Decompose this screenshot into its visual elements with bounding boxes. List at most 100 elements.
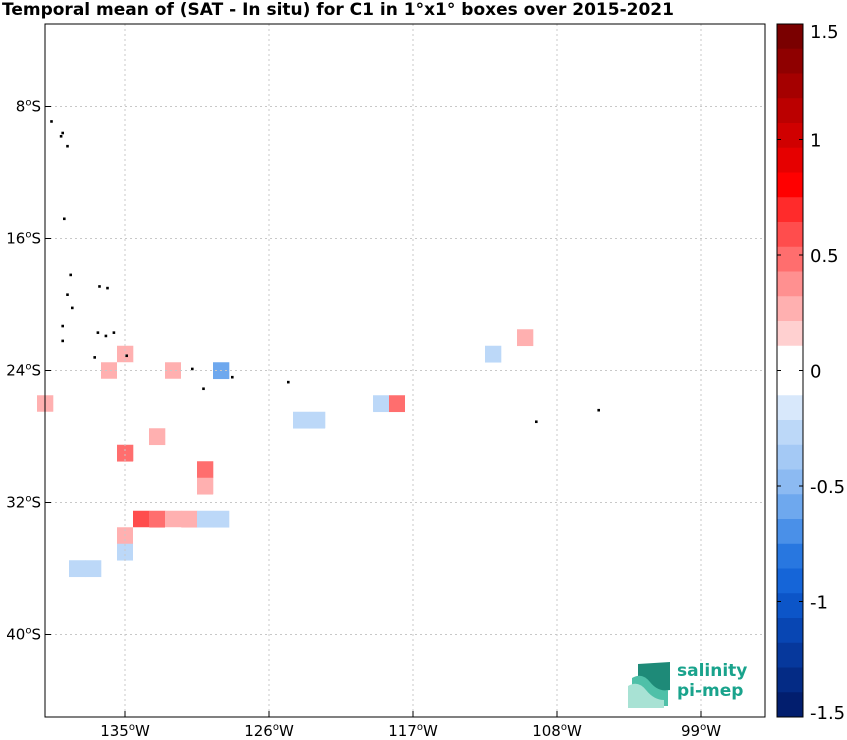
grid-cell bbox=[245, 312, 262, 330]
logo-text-salinity: salinity bbox=[677, 661, 748, 681]
grid-cell bbox=[293, 411, 310, 429]
island-marker bbox=[125, 354, 128, 358]
colorbar-segment bbox=[777, 692, 803, 718]
x-tick-label: 99oW bbox=[681, 722, 721, 740]
grid-cell bbox=[165, 510, 182, 528]
grid-cell bbox=[309, 378, 326, 396]
grid-cell bbox=[661, 213, 678, 231]
colorbar-segment bbox=[777, 296, 803, 322]
grid-cell bbox=[373, 395, 390, 413]
grid-cell bbox=[309, 411, 326, 429]
colorbar-segment bbox=[777, 48, 803, 74]
grid-cell bbox=[277, 477, 294, 495]
grid-cell bbox=[645, 114, 662, 132]
island-marker bbox=[112, 331, 116, 334]
island-marker bbox=[287, 380, 290, 384]
grid-cell bbox=[213, 510, 230, 528]
colorbar-tick-label: 0 bbox=[810, 362, 821, 383]
grid-cell bbox=[437, 279, 454, 297]
colorbar-ticks: 1.5 1 0.5 0 -0.5 -1 -1.5 bbox=[777, 22, 845, 724]
colorbar-segment bbox=[777, 444, 803, 470]
colorbar-segment bbox=[777, 197, 803, 223]
grid-cell bbox=[293, 444, 310, 462]
grid-cell bbox=[213, 345, 230, 363]
grid-cell bbox=[117, 444, 134, 462]
grid-cell bbox=[197, 345, 214, 363]
colorbar-tick-label: -0.5 bbox=[810, 477, 845, 498]
colorbar-tick-label: 1.5 bbox=[810, 22, 839, 43]
grid-cell bbox=[341, 428, 358, 446]
grid-cell bbox=[293, 378, 310, 396]
colorbar-segment bbox=[777, 568, 803, 594]
grid-cell bbox=[277, 312, 294, 330]
grid-cell bbox=[437, 263, 454, 281]
colorbar-segment bbox=[777, 172, 803, 198]
grid-cell bbox=[389, 395, 406, 413]
grid-cell bbox=[149, 362, 166, 380]
colorbar-segment bbox=[777, 246, 803, 272]
grid-cell bbox=[421, 312, 438, 330]
grid-cell bbox=[133, 461, 150, 479]
island-marker bbox=[535, 420, 538, 424]
grid-cell bbox=[101, 428, 118, 446]
x-tick-label: 135oW bbox=[100, 722, 150, 740]
grid-cell bbox=[309, 362, 326, 380]
grid-cell bbox=[149, 428, 166, 446]
y-tick-label: 24oS bbox=[6, 362, 41, 380]
grid-cell bbox=[261, 329, 278, 347]
grid-cell bbox=[85, 527, 102, 545]
grid-cell bbox=[245, 378, 262, 396]
grid-cell bbox=[245, 461, 262, 479]
logo-text-pimep: pi-mep bbox=[677, 681, 744, 701]
colorbar-segment bbox=[777, 222, 803, 248]
colorbar-segment bbox=[777, 420, 803, 446]
grid-cell bbox=[85, 560, 102, 578]
colorbar-segment bbox=[777, 618, 803, 644]
island-marker bbox=[61, 339, 64, 343]
colorbar-segment bbox=[777, 321, 803, 347]
grid-cell bbox=[581, 180, 598, 198]
logo-wave-icon bbox=[628, 662, 670, 708]
grid-cell bbox=[101, 362, 118, 380]
grid-cell bbox=[565, 279, 582, 297]
grid-cell bbox=[581, 296, 598, 314]
grid-cell bbox=[181, 510, 198, 528]
grid-cell bbox=[69, 543, 86, 561]
grid-cell bbox=[469, 345, 486, 363]
island-marker bbox=[66, 144, 69, 148]
island-marker bbox=[98, 285, 101, 288]
grid-cell bbox=[69, 527, 86, 545]
grid-cell bbox=[133, 428, 150, 446]
cell-layer bbox=[37, 32, 742, 594]
grid-cell bbox=[325, 428, 342, 446]
grid-cell bbox=[165, 378, 182, 396]
island-marker bbox=[93, 356, 96, 359]
grid-cell bbox=[197, 461, 214, 479]
grid-cell bbox=[485, 345, 502, 363]
grid-cell bbox=[101, 378, 118, 396]
grid-cell bbox=[197, 510, 214, 528]
grid-cell bbox=[85, 543, 102, 561]
y-tick-label: 8oS bbox=[16, 98, 41, 116]
grid-cell bbox=[261, 312, 278, 330]
island-marker bbox=[96, 331, 100, 334]
grid-cell bbox=[181, 362, 198, 380]
colorbar-segment bbox=[777, 593, 803, 619]
grid-cell bbox=[165, 362, 182, 380]
grid-cell bbox=[53, 411, 70, 429]
x-tick-label: 126oW bbox=[244, 722, 294, 740]
island-layer bbox=[50, 120, 600, 424]
grid-cell bbox=[693, 114, 710, 132]
grid-cell bbox=[165, 527, 182, 545]
grid-cell bbox=[213, 411, 230, 429]
colorbar-segment bbox=[777, 24, 803, 50]
grid-cell bbox=[69, 560, 86, 578]
grid-cell bbox=[341, 395, 358, 413]
grid-cell bbox=[565, 296, 582, 314]
island-marker bbox=[59, 135, 63, 138]
colorbar-segment bbox=[777, 73, 803, 99]
colorbar-segment bbox=[777, 98, 803, 124]
colorbar-segment bbox=[777, 519, 803, 545]
grid-cell bbox=[533, 312, 550, 330]
grid-cell bbox=[53, 543, 70, 561]
